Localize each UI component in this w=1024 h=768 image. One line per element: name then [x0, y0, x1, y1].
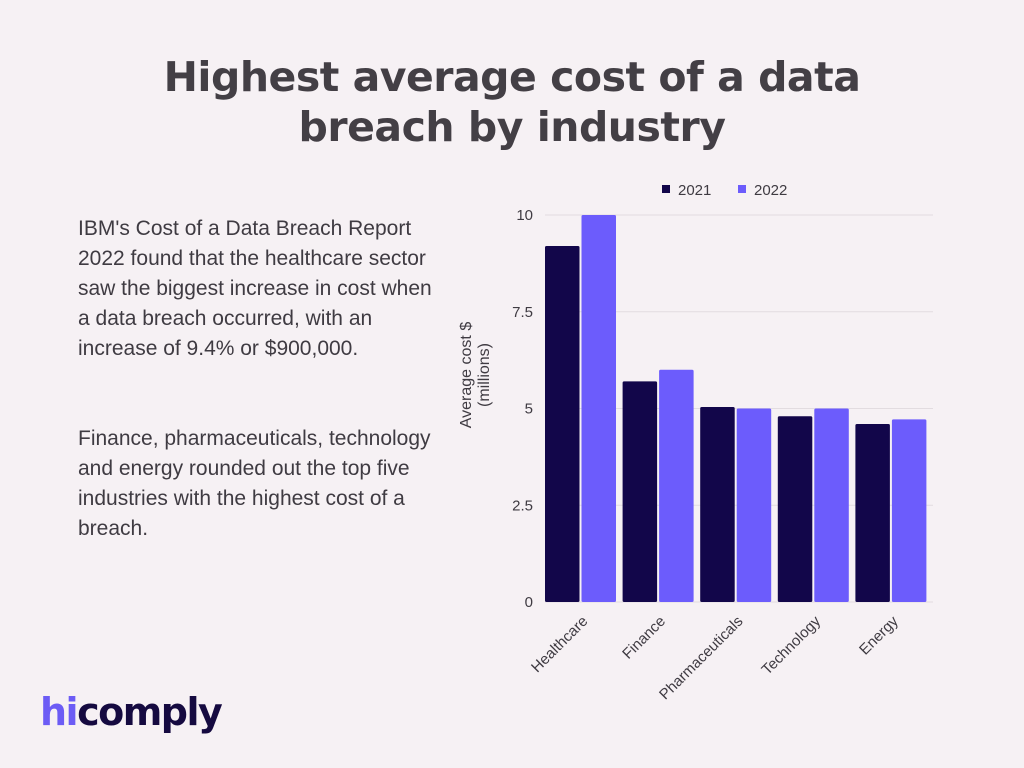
page-title: Highest average cost of a data breach by… — [163, 53, 861, 151]
logo-comply: comply — [77, 690, 223, 734]
bar-2021-technology — [777, 416, 813, 602]
legend-swatch-2022 — [738, 185, 746, 193]
x-tick-label: Healthcare — [528, 613, 591, 676]
logo-hi: hi — [40, 690, 79, 734]
x-tick-label: Finance — [619, 613, 669, 663]
legend-label-2022: 2022 — [754, 182, 787, 199]
y-tick-label: 7.5 — [512, 304, 533, 321]
y-axis-label: Average cost $(millions) — [458, 322, 493, 429]
bar-2021-healthcare — [545, 245, 580, 602]
y-tick-label: 10 — [516, 207, 533, 224]
y-tick-label: 0 — [525, 594, 533, 611]
y-tick-label: 2.5 — [512, 497, 533, 514]
bar-2021-finance — [622, 381, 658, 602]
bar-2021-energy — [855, 423, 890, 602]
bar-2022-energy — [891, 419, 927, 602]
hicomply-logo: hicomply — [40, 690, 223, 734]
legend-label-2021: 2021 — [678, 182, 711, 199]
bar-2022-finance — [659, 369, 694, 602]
intro-paragraph: IBM's Cost of a Data Breach Report 2022 … — [78, 217, 432, 360]
bar-2022-healthcare — [581, 215, 616, 602]
summary-paragraph: Finance, pharmaceuticals, technology and… — [78, 427, 431, 540]
y-axis-label-line1: Average cost $ — [458, 322, 475, 429]
y-tick-label: 5 — [525, 401, 533, 418]
x-tick-label: Pharmaceuticals — [656, 613, 746, 703]
x-tick-label: Technology — [758, 612, 824, 678]
bar-2022-technology — [814, 408, 849, 602]
bar-2022-pharmaceuticals — [736, 408, 772, 602]
x-tick-label: Energy — [856, 612, 902, 658]
legend-swatch-2021 — [662, 185, 670, 193]
y-axis-label-line2: (millions) — [476, 343, 493, 407]
bar-2021-pharmaceuticals — [700, 406, 735, 602]
